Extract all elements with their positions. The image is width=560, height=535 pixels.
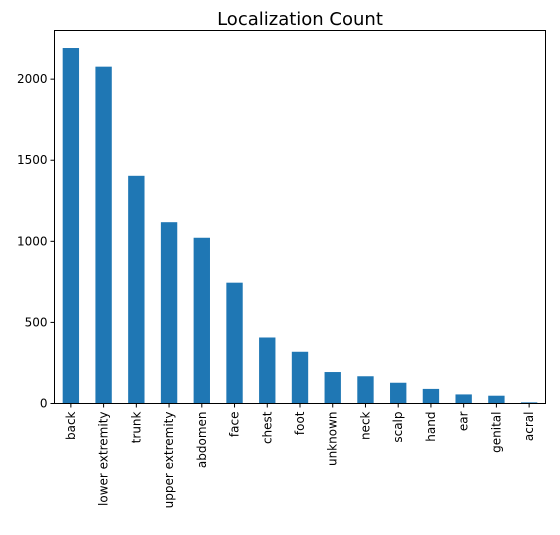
y-axis: 0 500 1000 1500 2000 [17, 72, 55, 411]
bar-hand [422, 388, 440, 404]
x-tick-label: acral [522, 412, 536, 442]
bar-genital [488, 395, 505, 404]
x-tick-label: chest [260, 411, 274, 444]
y-tick-label: 1500 [17, 153, 48, 167]
bar-trunk [128, 175, 145, 404]
bar-ear [455, 394, 472, 404]
bar-foot [291, 351, 309, 404]
bar-back [62, 48, 80, 404]
x-tick-label: face [228, 412, 242, 438]
bar-scalp [390, 382, 407, 404]
x-tick-label: scalp [391, 412, 405, 443]
bar-upper-extremity [160, 222, 178, 404]
bar-lower-extremity [95, 66, 112, 404]
x-tick-label: foot [293, 411, 307, 435]
x-tick-label: lower extremity [97, 412, 111, 506]
y-tick-label: 1000 [17, 234, 48, 248]
bar-unknown [324, 372, 341, 404]
bar-chest [259, 337, 276, 404]
bar-face [226, 282, 243, 404]
plot-frame [54, 30, 546, 404]
bar-acral [520, 402, 538, 404]
x-tick-label: hand [424, 412, 438, 442]
x-tick-label: back [64, 411, 78, 440]
y-tick-label: 0 [40, 397, 48, 411]
x-axis: back lower extremity trunk upper extremity a… [64, 403, 536, 509]
bars-group [62, 48, 538, 404]
chart-title: Localization Count [217, 9, 383, 30]
y-tick-label: 500 [25, 315, 48, 329]
x-tick-label: abdomen [195, 412, 209, 469]
x-tick-label: genital [489, 412, 503, 453]
bar-abdomen [193, 237, 210, 404]
bar-neck [357, 376, 374, 404]
x-tick-label: upper extremity [162, 412, 176, 509]
x-tick-label: neck [358, 411, 372, 440]
x-tick-label: unknown [326, 412, 340, 467]
x-tick-label: ear [457, 411, 471, 431]
y-tick-label: 2000 [17, 72, 48, 86]
x-tick-label: trunk [129, 411, 143, 443]
